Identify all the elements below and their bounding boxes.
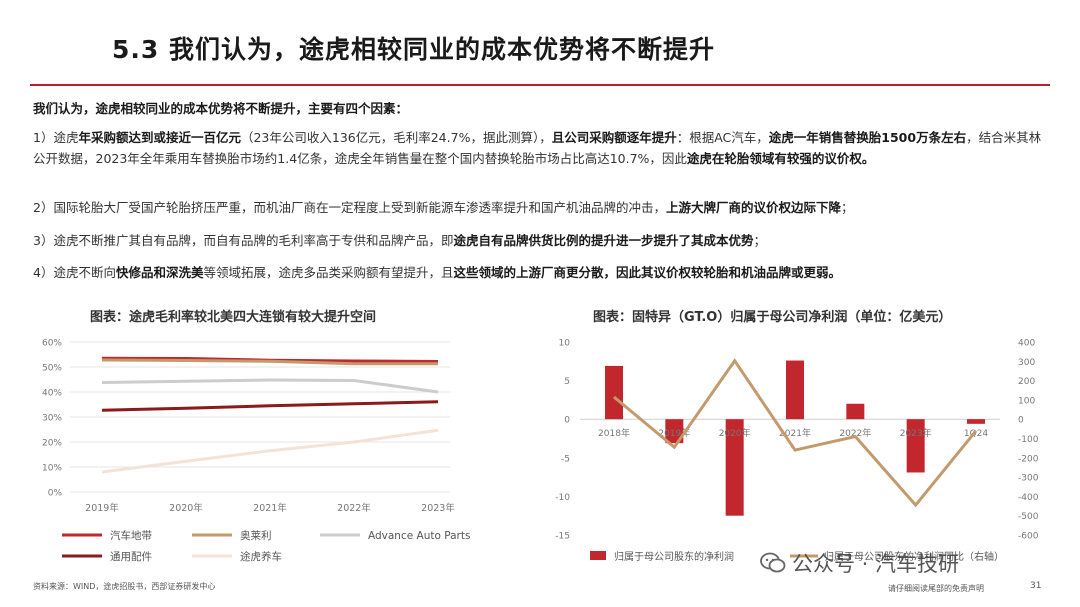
intro-text: 我们认为，途虎相较同业的成本优势将不断提升，主要有四个因素： [33,101,409,116]
series-line [101,378,439,394]
left-chart-title: 图表：途虎毛利率较北美四大连锁有较大提升空间 [90,310,377,325]
y-tick-label: 20% [42,439,62,449]
p1-g: ，结合米其林公开数据，2023年全年乘用车替换胎市场约1.4亿条，途虎全年销售量… [33,130,1042,166]
x-tick-label: 2021年 [253,502,287,514]
title-divider [30,84,1050,86]
p4-c: 等领域拓展，途虎多品类采购额有望提升，且 [203,265,454,280]
y-left-tick-label: 5 [564,377,570,387]
p4-d: 这些领域的上游厂商更分散，因此其议价权较轮胎和机油品牌或更弱。 [453,265,842,280]
series-line [101,400,439,412]
watermark: 公众号 · 汽车技研 [760,548,959,578]
legend-bar-swatch [590,551,606,560]
p2-b: 上游大牌厂商的议价权边际下降 [665,200,841,215]
x-tick-label: 2023年 [900,427,932,439]
y-left-tick-label: 0 [564,416,570,426]
y-right-tick-label: 100 [1018,396,1035,406]
bar [725,419,744,516]
y-right-tick-label: 300 [1018,358,1035,368]
bar [906,419,925,473]
watermark-text: 公众号 · 汽车技研 [792,552,960,576]
y-right-tick-label: -100 [1018,435,1039,445]
p1-c: （23年公司收入136亿元，毛利率24.7%，据此测算）， [240,130,552,145]
x-tick-label: 1Q24 [964,429,989,439]
x-tick-label: 2019年 [85,502,119,514]
gross-margin-line-chart: 0% 10% 20% 30% 40% 50% 60% 2019年 2020年 2021年 2022年… [42,339,470,564]
wechat-icon [760,552,786,573]
legend-label: 汽车地带 [110,529,152,542]
page-number: 31 [1030,581,1042,591]
p1-f: 途虎一年销售替换胎1500万条左右 [768,130,967,145]
y-tick-label: 0% [48,489,63,499]
p3-a: 3）途虎不断推广其自有品牌，而自有品牌的毛利率高于专供和品牌产品，即 [33,233,454,248]
p1-h: 途虎在轮胎领域有较强的议价权。 [686,151,875,166]
p2-a: 2）国际轮胎大厂受国产轮胎挤压严重，而机油厂商在一定程度上受到新能源车渗透率提升… [33,200,666,215]
p1-b: 年采购额达到或接近一百亿元 [78,130,241,145]
bar [665,419,684,444]
series-line [101,358,438,366]
y-right-tick-label: 400 [1018,339,1035,349]
goodyear-profit-chart: 10 5 0 -5 -10 -15 400 300 200 100 0 -100 -200 -300 -40… [555,339,1039,564]
x-tick-label: 2022年 [839,427,871,439]
y-left-tick-label: 10 [559,339,571,349]
y-right-tick-label: 200 [1018,377,1035,387]
legend-label: 通用配件 [110,551,152,563]
x-tick-label: 2020年 [719,427,751,439]
bar [605,365,623,420]
legend-label: 途虎养车 [240,550,282,563]
y-tick-label: 50% [42,364,62,374]
factor-3-paragraph: 3）途虎不断推广其自有品牌，而自有品牌的毛利率高于专供和品牌产品，即途虎自有品牌… [33,230,1053,251]
y-left-tick-label: -10 [555,493,570,503]
y-right-tick-label: -300 [1018,474,1039,484]
y-left-tick-label: -15 [555,532,570,542]
y-tick-label: 30% [42,414,62,424]
p4-b: 快修品和深洗美 [115,265,204,280]
y-right-tick-label: -200 [1018,454,1039,464]
y-right-tick-label: -500 [1018,512,1039,522]
bar [967,419,985,424]
p3-b: 途虎自有品牌供货比例的提升进一步提升了其成本优势 [453,233,754,248]
x-tick-label: 2018年 [598,427,630,439]
disclaimer-note: 请仔细阅读尾部的免责声明 [888,584,984,593]
legend-label: 奥莱利 [240,529,272,542]
factor-1-paragraph: 1）途虎年采购额达到或接近一百亿元（23年公司收入136亿元，毛利率24.7%，… [33,127,1053,169]
p1-d: 且公司采购额逐年提升 [551,130,677,145]
x-tick-label: 2023年 [421,502,455,514]
p1-a: 1）途虎 [33,130,79,145]
y-tick-label: 10% [42,464,62,474]
x-tick-label: 2022年 [337,502,371,514]
right-chart-title: 图表：固特异（GT.O）归属于母公司净利润（单位：亿美元） [593,310,952,325]
x-tick-label: 2020年 [169,502,203,514]
y-tick-label: 40% [42,389,62,399]
p4-a: 4）途虎不断向 [33,265,116,280]
p3-c: ； [753,233,766,248]
y-right-tick-label: 0 [1018,416,1024,426]
legend-line-label: 归属于母公司股东的净利润同比（右轴） [824,550,1004,563]
intro-paragraph: 我们认为，途虎相较同业的成本优势将不断提升，主要有四个因素： [33,98,1053,119]
page-title: 5.3 我们认为，途虎相较同业的成本优势将不断提升 [112,35,715,64]
y-left-tick-label: -5 [561,454,570,464]
bar [846,403,865,420]
y-tick-label: 60% [42,339,62,349]
p1-e: ：根据AC汽车， [676,130,769,145]
y-right-tick-label: -400 [1018,493,1039,503]
factor-2-paragraph: 2）国际轮胎大厂受国产轮胎挤压严重，而机油厂商在一定程度上受到新能源车渗透率提升… [33,197,1053,218]
yoy-line [613,358,978,508]
factor-4-paragraph: 4）途虎不断向快修品和深洗美等领域拓展，途虎多品类采购额有望提升，且这些领域的上… [33,262,1053,283]
source-note: 资料来源：WIND，途虎招股书，西部证券研发中心 [33,582,216,591]
bar [786,360,804,420]
legend-bar-label: 归属于母公司股东的净利润 [614,550,734,563]
p2-c: ； [840,200,854,215]
series-line [101,428,439,474]
legend-label: Advance Auto Parts [368,530,470,542]
y-right-tick-label: -600 [1018,532,1039,542]
